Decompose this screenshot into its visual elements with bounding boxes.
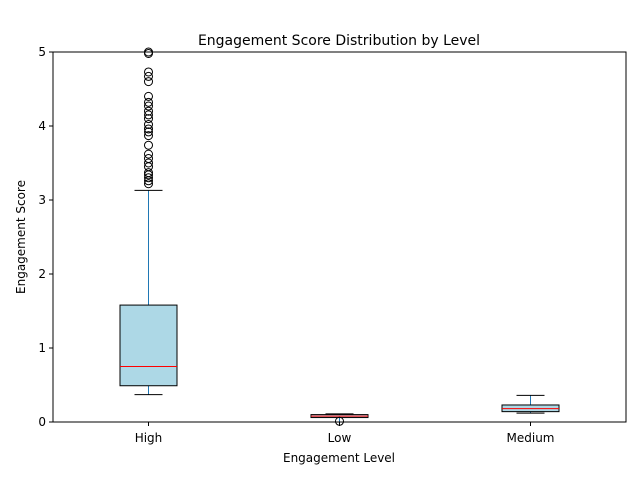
outlier-point bbox=[144, 154, 153, 164]
outlier-point bbox=[144, 127, 153, 137]
outlier-point bbox=[144, 131, 153, 141]
outlier-point bbox=[144, 77, 153, 87]
outlier-point bbox=[144, 168, 153, 178]
outlier-point bbox=[144, 91, 153, 101]
outlier-point bbox=[144, 110, 153, 120]
outlier-point bbox=[144, 158, 153, 168]
box-high bbox=[119, 47, 178, 396]
outlier-point bbox=[144, 97, 153, 107]
plot-area bbox=[119, 47, 560, 426]
outlier-point bbox=[144, 67, 153, 77]
x-tick-label: High bbox=[135, 431, 163, 445]
x-tick-label: Medium bbox=[507, 431, 555, 445]
y-tick-label: 2 bbox=[38, 267, 46, 281]
outlier-point bbox=[144, 120, 153, 130]
y-tick-label: 5 bbox=[38, 45, 46, 59]
x-axis-label: Engagement Level bbox=[283, 451, 395, 465]
chart-title: Engagement Score Distribution by Level bbox=[198, 33, 480, 49]
outlier-point bbox=[144, 124, 153, 134]
outlier-point bbox=[144, 149, 153, 159]
outlier-point bbox=[144, 106, 153, 116]
outlier-point bbox=[144, 71, 153, 81]
outlier-point bbox=[144, 101, 153, 111]
y-axis-label: Engagement Score bbox=[14, 180, 28, 294]
x-axis: High Low Medium bbox=[135, 422, 555, 445]
y-tick-label: 3 bbox=[38, 193, 46, 207]
x-tick-label: Low bbox=[328, 431, 352, 445]
box-medium bbox=[501, 394, 560, 414]
iqr-box bbox=[119, 304, 178, 387]
y-tick-label: 1 bbox=[38, 341, 46, 355]
outlier-point bbox=[144, 173, 153, 183]
y-tick-label: 4 bbox=[38, 119, 46, 133]
outlier-point bbox=[144, 179, 153, 189]
outlier-point bbox=[144, 140, 153, 150]
y-tick-label: 0 bbox=[38, 415, 46, 429]
y-axis: 0 1 2 3 4 5 bbox=[38, 45, 53, 429]
outlier-point bbox=[144, 114, 153, 124]
